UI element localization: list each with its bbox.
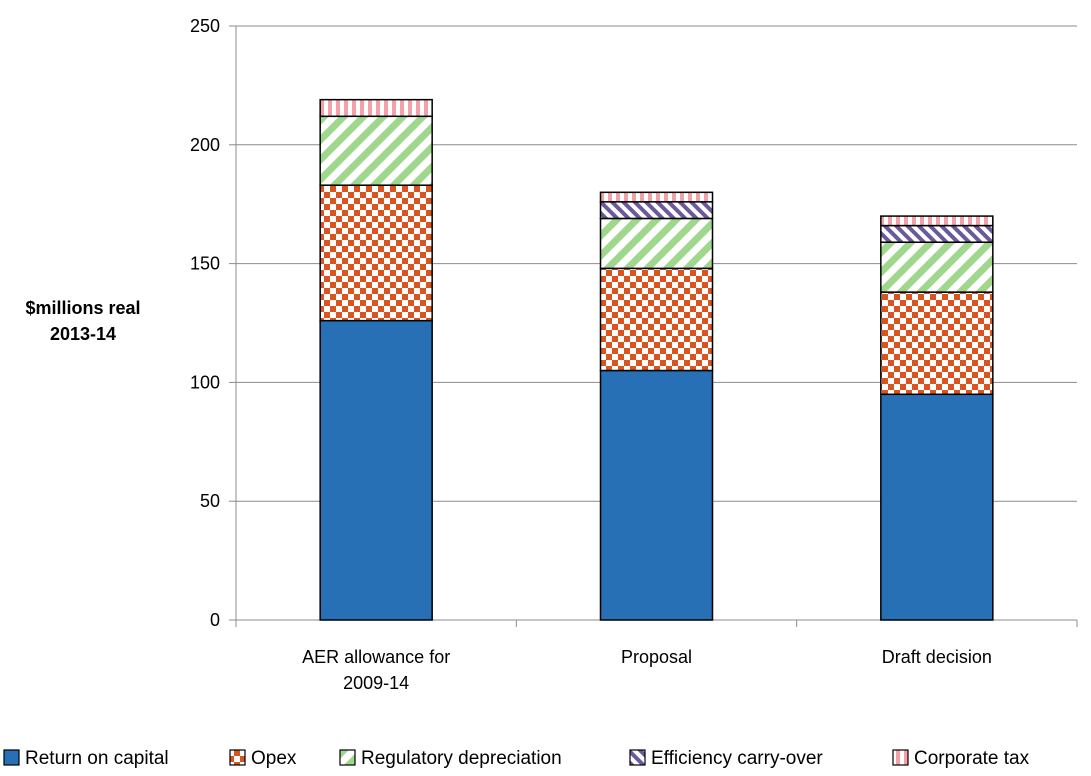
- legend: Return on capital Opex Regulatory deprecia…: [3, 748, 1030, 769]
- legend-swatch-regulatory-depreciation: [339, 749, 356, 766]
- bar-segment-opex: [880, 291, 994, 396]
- legend-swatch-corporate-tax: [892, 749, 909, 766]
- legend-label-return-on-capital: Return on capital: [25, 748, 169, 769]
- legend-label-regulatory-depreciation: Regulatory depreciation: [361, 748, 562, 769]
- x-category-label: AER allowance for: [302, 647, 450, 667]
- bar-segment-efficiency-carry-over: [880, 224, 994, 243]
- legend-label-opex: Opex: [251, 748, 297, 769]
- bar-segment-corporate-tax: [880, 215, 994, 227]
- bar-segment-return-on-capital: [599, 369, 714, 621]
- bar-segment-regulatory-depreciation: [599, 217, 714, 270]
- bar-segment-opex: [599, 267, 714, 372]
- bar-segment-return-on-capital: [880, 393, 994, 621]
- bar-segment-efficiency-carry-over: [599, 201, 714, 220]
- y-tick-label: 0: [210, 610, 220, 630]
- x-category-label: 2009-14: [343, 673, 409, 693]
- bar-segment-corporate-tax: [599, 191, 714, 203]
- legend-swatch-efficiency-carry-over: [629, 749, 646, 766]
- bar-segment-regulatory-depreciation: [880, 241, 994, 293]
- legend-label-corporate-tax: Corporate tax: [914, 748, 1030, 769]
- bar-segment-opex: [319, 184, 433, 322]
- y-tick-label: 200: [190, 135, 220, 155]
- y-axis-label: 2013-14: [50, 324, 116, 344]
- legend-swatch-return-on-capital: [3, 749, 20, 766]
- axis-labels: 0 50 100 150 200 250 AER allowance for 2009-14 P…: [25, 16, 991, 693]
- bar-segment-return-on-capital: [319, 319, 433, 621]
- x-category-label: Draft decision: [882, 647, 992, 667]
- legend-label-efficiency-carry-over: Efficiency carry-over: [651, 748, 823, 769]
- y-tick-label: 250: [190, 16, 220, 36]
- x-category-label: Proposal: [621, 647, 692, 667]
- bar-segment-corporate-tax: [319, 98, 433, 118]
- y-axis-label: $millions real: [25, 298, 140, 318]
- bars: [319, 98, 994, 621]
- bar-segment-regulatory-depreciation: [319, 115, 433, 186]
- y-tick-label: 50: [200, 491, 220, 511]
- y-tick-label: 150: [190, 254, 220, 274]
- y-tick-label: 100: [190, 372, 220, 392]
- legend-swatch-opex: [229, 749, 246, 766]
